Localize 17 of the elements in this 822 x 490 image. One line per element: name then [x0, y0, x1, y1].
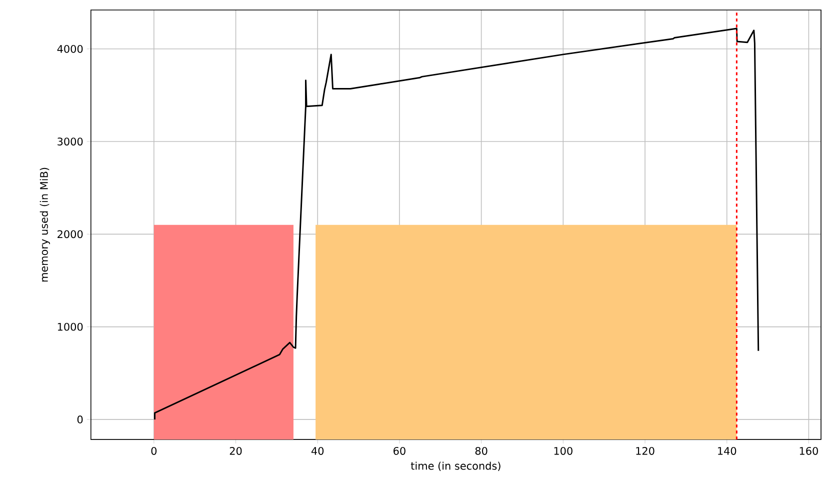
x-tick-label: 20 [230, 446, 242, 455]
y-tick-label: 4000 [57, 44, 83, 53]
line-series [154, 28, 760, 420]
y-tick-label: 3000 [58, 137, 83, 146]
x-tick-label: 0 [151, 446, 157, 455]
y-tick-label: 0 [77, 415, 83, 424]
y-axis-title: memory used (in MiB) [40, 168, 50, 282]
x-tick-label: 160 [800, 446, 818, 455]
x-tick-label: 120 [636, 446, 654, 455]
x-tick-label: 40 [311, 446, 324, 455]
x-tick-label: 60 [394, 446, 406, 455]
x-tick-label: 140 [718, 446, 736, 455]
y-tick-label: 1000 [58, 322, 83, 331]
x-tick-label: 100 [554, 446, 572, 455]
y-tick-label: 2000 [58, 230, 83, 238]
x-axis-title: time (in seconds) [410, 462, 500, 471]
x-tick-label: 80 [475, 446, 488, 455]
